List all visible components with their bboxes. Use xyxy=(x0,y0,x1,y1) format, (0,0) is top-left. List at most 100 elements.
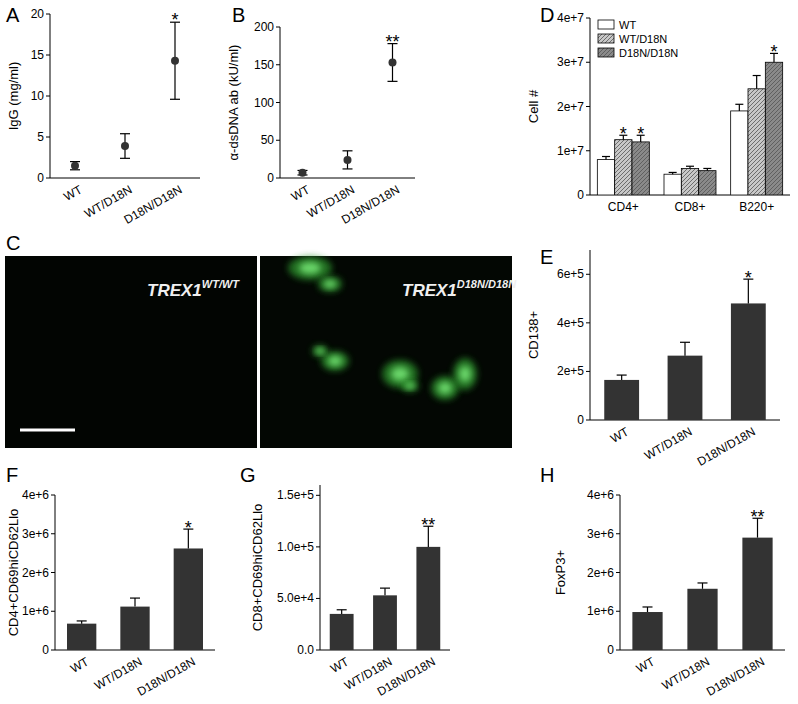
y-tick-label: 1.5e+5 xyxy=(277,488,314,502)
bar xyxy=(731,111,748,195)
x-tick-label: D18N/D18N xyxy=(339,182,402,226)
y-tick-label: 4e+6 xyxy=(587,488,614,502)
significance: * xyxy=(770,42,777,62)
y-tick xyxy=(316,546,320,547)
plot-area xyxy=(604,279,766,420)
panel-letter: F xyxy=(6,464,18,486)
legend-swatch xyxy=(598,20,614,29)
significance: * xyxy=(185,518,192,538)
bar xyxy=(174,548,203,650)
image-background xyxy=(5,256,257,448)
y-axis-label: Cell # xyxy=(526,89,541,123)
y-tick-label: 2e+6 xyxy=(587,566,614,580)
y-tick-label: 4e+5 xyxy=(557,316,584,330)
scale-bar xyxy=(20,429,75,432)
x-tick-label: D18N/D18N xyxy=(375,654,438,698)
error-bar xyxy=(130,598,140,607)
x-tick-label: WT/D18N xyxy=(642,424,695,462)
error-stem xyxy=(739,104,740,111)
x-tick-label: WT xyxy=(608,424,632,446)
y-tick xyxy=(46,96,50,97)
y-tick xyxy=(46,55,50,56)
panel-letter: A xyxy=(6,4,20,26)
significance: * xyxy=(637,124,644,144)
y-tick xyxy=(46,137,50,138)
x-tick-label: D18N/D18N xyxy=(121,182,184,226)
fluorescence-core xyxy=(299,262,321,274)
y-tick-label: 2e+5 xyxy=(557,364,584,378)
error-cap xyxy=(120,133,130,134)
y-tick xyxy=(276,64,280,65)
y-tick-label: 5 xyxy=(37,130,44,144)
panel-letter: E xyxy=(540,246,553,268)
error-bar xyxy=(643,607,653,612)
micrograph: TREX1D18N/D18N xyxy=(260,256,517,448)
y-axis-label: CD4+CD69hiCD62Llo xyxy=(6,509,21,637)
fluorescence-glow xyxy=(288,256,332,280)
y-tick xyxy=(276,178,280,179)
y-tick-label: 3e+6 xyxy=(587,527,614,541)
y-tick-label: 2e+7 xyxy=(557,100,584,114)
y-tick-label: 100 xyxy=(254,96,274,110)
legend-label: WT/D18N xyxy=(619,33,667,45)
plot-area xyxy=(70,22,180,170)
error-cap xyxy=(735,104,743,105)
point xyxy=(171,57,179,65)
y-tick xyxy=(51,650,55,651)
x-tick-label: WT xyxy=(634,654,658,676)
error-stem xyxy=(684,342,685,355)
bar xyxy=(742,538,772,650)
bar xyxy=(731,303,766,420)
error-bar xyxy=(669,172,677,174)
panel-letter: G xyxy=(240,464,256,486)
error-bar xyxy=(680,342,690,355)
significance: * xyxy=(745,268,752,288)
y-tick-label: 2e+6 xyxy=(22,566,49,580)
y-tick xyxy=(586,18,590,19)
genotype-superscript: D18N/D18N xyxy=(457,278,517,290)
y-tick-label: 15 xyxy=(31,48,45,62)
fluorescence-glow xyxy=(318,276,342,292)
y-axis xyxy=(590,250,591,420)
error-bar xyxy=(617,375,627,380)
figure: A05101520IgG (mg/ml)WTWT/D18ND18N/D18N*B… xyxy=(0,0,798,704)
error-bar xyxy=(343,151,353,169)
error-cap xyxy=(120,158,130,159)
y-axis-label: α-dsDNA ab (kU/ml) xyxy=(226,45,241,161)
fluorescence-core xyxy=(406,383,415,389)
y-tick-label: 0 xyxy=(577,188,584,202)
image-label: TREX1D18N/D18N xyxy=(402,278,517,300)
y-axis xyxy=(320,485,321,650)
y-tick xyxy=(316,650,320,651)
error-cap xyxy=(170,99,180,100)
point xyxy=(344,156,352,164)
significance: * xyxy=(171,10,178,30)
y-tick-label: 5.0e+4 xyxy=(277,591,314,605)
error-cap xyxy=(388,81,398,82)
x-tick-label: WT xyxy=(289,182,313,204)
y-tick xyxy=(616,533,620,534)
point xyxy=(299,169,307,177)
error-bar xyxy=(753,76,761,89)
legend-swatch xyxy=(598,48,614,57)
bar xyxy=(699,171,716,195)
fluorescence-glow xyxy=(401,380,419,392)
plot-area xyxy=(67,529,203,650)
panel-letter: H xyxy=(540,464,554,486)
error-cap xyxy=(680,342,690,343)
y-tick xyxy=(586,420,590,421)
y-tick-label: 150 xyxy=(254,58,274,72)
y-tick-label: 20 xyxy=(31,7,45,21)
error-bar xyxy=(698,583,708,589)
y-axis-label: CD8+CD69hiCD62Llo xyxy=(250,504,265,632)
x-tick-label: D18N/D18N xyxy=(704,654,767,698)
image-label: TREX1WT/WT xyxy=(147,278,240,300)
point xyxy=(389,58,397,66)
bar xyxy=(416,547,440,650)
error-cap xyxy=(77,620,87,621)
y-tick xyxy=(51,495,55,496)
bar xyxy=(373,595,397,650)
y-tick xyxy=(276,140,280,141)
panel-letter: B xyxy=(232,4,245,26)
bar xyxy=(632,612,662,650)
